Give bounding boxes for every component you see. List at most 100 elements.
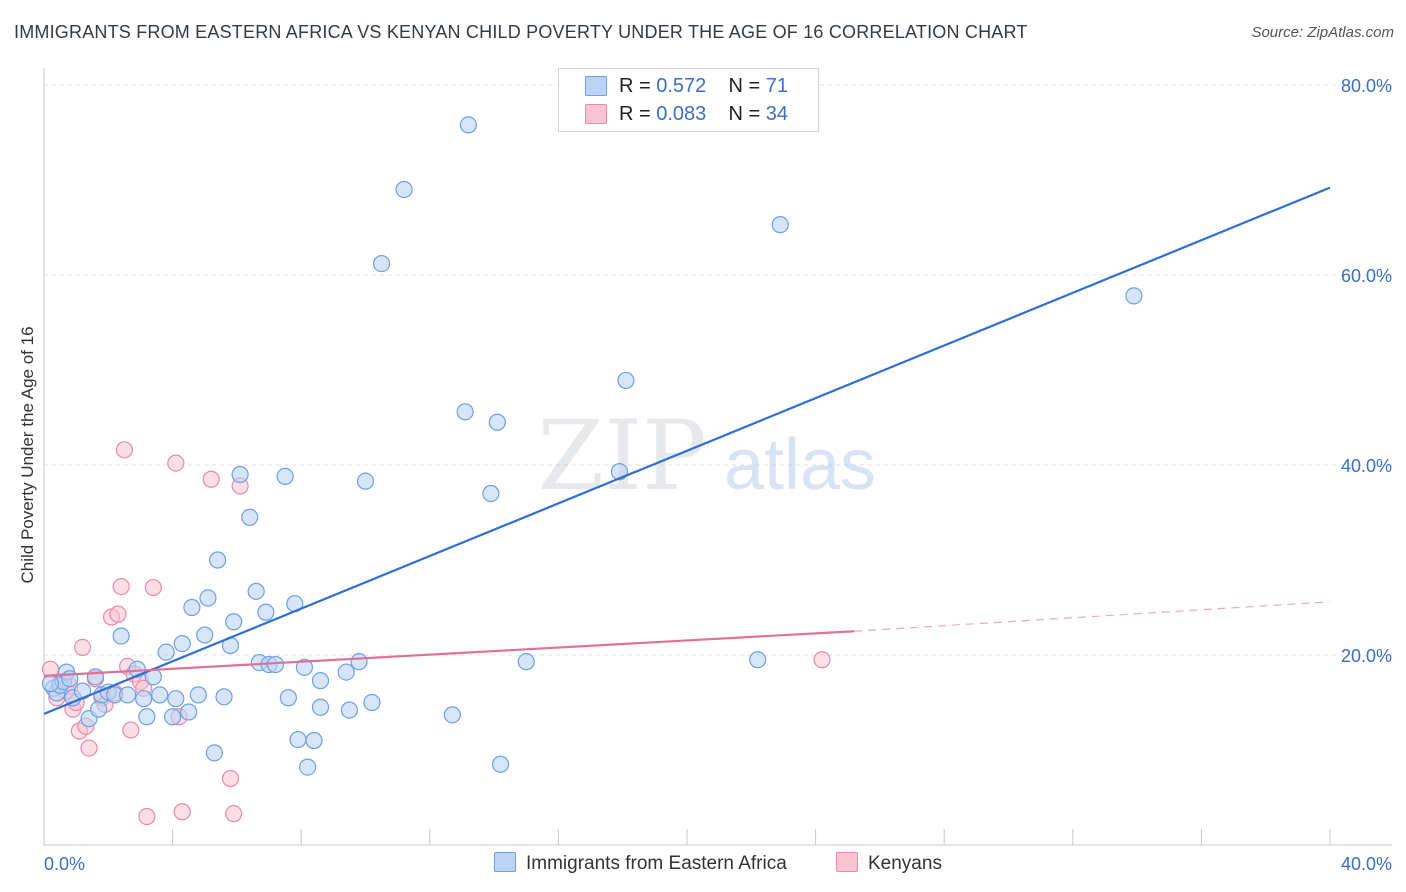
- eastern-africa-point: [482, 484, 500, 503]
- eastern-africa-point: [173, 634, 191, 653]
- kenyans-point: [202, 470, 220, 488]
- eastern-africa-point: [41, 674, 60, 693]
- eastern-africa-point: [356, 472, 375, 490]
- eastern-africa-point: [199, 589, 217, 607]
- eastern-africa-point: [189, 686, 207, 704]
- eastern-africa-point: [337, 663, 355, 681]
- r-label: R =: [619, 75, 657, 97]
- eastern-africa-point: [395, 180, 413, 199]
- eastern-africa-point: [299, 758, 317, 776]
- eastern-africa-point: [617, 371, 635, 390]
- legend-item-pink: Kenyans: [836, 852, 942, 875]
- r-value: 0.083: [656, 103, 707, 125]
- source-label: Source: ZipAtlas.com: [1251, 24, 1394, 41]
- legend-swatch-pink: [585, 104, 607, 124]
- eastern-africa-point: [443, 706, 461, 724]
- legend-swatch-pink: [836, 852, 858, 872]
- stats-legend: R = 0.572 N = 71 R = 0.083 N = 34: [558, 68, 819, 132]
- eastern-africa-point: [157, 643, 175, 661]
- eastern-africa-point: [215, 688, 233, 706]
- eastern-africa-point: [205, 744, 223, 762]
- chart-title: IMMIGRANTS FROM EASTERN AFRICA VS KENYAN…: [14, 22, 1028, 42]
- watermark-zip: ZIP: [537, 400, 706, 512]
- kenyans-point: [225, 805, 243, 823]
- kenyans-point: [173, 803, 191, 821]
- n-label: N =: [728, 75, 766, 97]
- eastern-africa-point: [209, 551, 227, 569]
- eastern-africa-point: [231, 465, 249, 484]
- legend-text-pink: R = 0.083 N = 34: [619, 103, 788, 126]
- axes: [43, 68, 1392, 846]
- kenyans-point: [115, 441, 133, 459]
- kenyans-point: [73, 638, 92, 657]
- x-tick-label: 0.0%: [44, 854, 85, 874]
- kenyans-point: [109, 605, 127, 623]
- eastern-africa-point: [279, 689, 297, 707]
- eastern-africa-point: [749, 651, 767, 669]
- kenyans-trendline: [43, 630, 855, 677]
- eastern-africa-point: [488, 413, 506, 431]
- legend-text-blue: R = 0.572 N = 71: [619, 75, 788, 98]
- kenyans-point: [813, 651, 831, 669]
- kenyans-points: [41, 441, 831, 826]
- eastern-africa-point: [311, 672, 330, 690]
- eastern-africa-point: [247, 582, 265, 600]
- y-axis-label: Child Poverty Under the Age of 16: [18, 326, 37, 584]
- eastern-africa-point: [350, 653, 368, 671]
- eastern-africa-point: [180, 703, 198, 721]
- eastern-africa-point: [225, 613, 243, 631]
- grid-lines: [44, 84, 1392, 656]
- eastern-africa-point: [86, 668, 105, 686]
- eastern-africa-point: [459, 116, 477, 134]
- eastern-africa-point: [196, 626, 214, 644]
- kenyans-trendline-extension: [854, 601, 1331, 632]
- eastern-africa-point: [517, 653, 535, 671]
- kenyans-point: [167, 454, 185, 472]
- eastern-africa-point: [295, 658, 314, 676]
- y-tick-label: 80.0%: [1341, 76, 1392, 96]
- eastern-africa-point: [164, 708, 182, 726]
- legend-swatch-blue: [585, 76, 607, 96]
- eastern-africa-point: [151, 686, 169, 704]
- legend-label-blue: Immigrants from Eastern Africa: [526, 853, 787, 874]
- legend-swatch-blue: [494, 852, 516, 872]
- y-tick-label: 60.0%: [1341, 266, 1392, 286]
- r-label: R =: [619, 103, 657, 125]
- eastern-africa-point: [1125, 287, 1143, 305]
- eastern-africa-point: [289, 730, 307, 749]
- eastern-africa-point: [311, 698, 330, 716]
- y-tick-label: 40.0%: [1341, 456, 1392, 476]
- eastern-africa-trendline: [43, 186, 1331, 715]
- x-tick-labels: 0.0% 40.0%: [44, 854, 1392, 874]
- n-value: 71: [765, 75, 789, 97]
- eastern-africa-point: [167, 690, 185, 708]
- eastern-africa-points: [41, 116, 1143, 776]
- eastern-africa-point: [183, 598, 201, 617]
- trend-lines: [43, 186, 1331, 715]
- eastern-africa-point: [257, 603, 275, 621]
- eastern-africa-point: [305, 731, 323, 750]
- eastern-africa-point: [90, 700, 108, 718]
- eastern-africa-point: [138, 708, 156, 726]
- eastern-africa-point: [363, 693, 381, 712]
- legend-item-blue: Immigrants from Eastern Africa: [494, 852, 787, 875]
- kenyans-point: [144, 578, 162, 597]
- kenyans-point: [122, 721, 140, 739]
- n-value: 34: [765, 103, 789, 125]
- kenyans-point: [138, 807, 156, 826]
- eastern-africa-point: [456, 403, 474, 421]
- kenyans-point: [112, 577, 130, 596]
- watermark: ZIP atlas: [537, 400, 876, 512]
- kenyans-point: [221, 769, 240, 788]
- eastern-africa-point: [135, 690, 153, 708]
- eastern-africa-point: [118, 686, 137, 704]
- legend-label-pink: Kenyans: [868, 853, 942, 874]
- watermark-atlas: atlas: [724, 425, 876, 505]
- eastern-africa-point: [771, 216, 789, 234]
- y-tick-label: 20.0%: [1341, 646, 1392, 666]
- eastern-africa-point: [340, 701, 359, 719]
- eastern-africa-point: [372, 255, 391, 273]
- y-tick-labels: 20.0% 40.0% 60.0% 80.0%: [1341, 76, 1392, 666]
- kenyans-point: [80, 739, 98, 757]
